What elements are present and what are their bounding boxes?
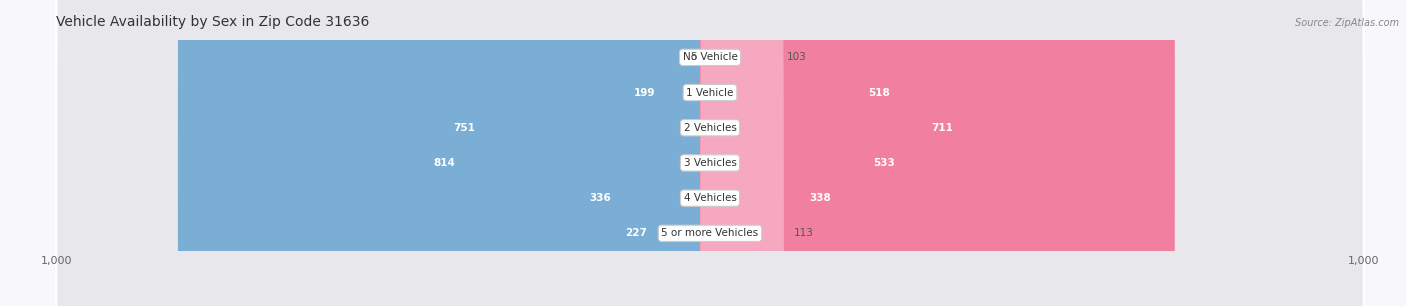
FancyBboxPatch shape <box>56 0 1364 306</box>
Text: Source: ZipAtlas.com: Source: ZipAtlas.com <box>1295 18 1399 28</box>
FancyBboxPatch shape <box>700 0 1049 306</box>
FancyBboxPatch shape <box>561 0 720 306</box>
Text: 1 Vehicle: 1 Vehicle <box>686 88 734 98</box>
Text: 2 Vehicles: 2 Vehicles <box>683 123 737 133</box>
Text: 336: 336 <box>589 193 612 203</box>
FancyBboxPatch shape <box>56 0 1364 306</box>
Text: 5 or more Vehicles: 5 or more Vehicles <box>661 228 759 238</box>
FancyBboxPatch shape <box>700 0 778 306</box>
Text: 199: 199 <box>634 88 655 98</box>
Text: Vehicle Availability by Sex in Zip Code 31636: Vehicle Availability by Sex in Zip Code … <box>56 15 370 29</box>
FancyBboxPatch shape <box>579 0 720 306</box>
FancyBboxPatch shape <box>700 0 931 306</box>
Text: 814: 814 <box>433 158 456 168</box>
Text: 113: 113 <box>794 228 814 238</box>
FancyBboxPatch shape <box>491 0 720 306</box>
Text: 338: 338 <box>810 193 831 203</box>
Text: 518: 518 <box>869 88 890 98</box>
Text: No Vehicle: No Vehicle <box>682 52 738 62</box>
Text: 751: 751 <box>454 123 475 133</box>
FancyBboxPatch shape <box>56 0 1364 306</box>
FancyBboxPatch shape <box>700 0 785 306</box>
FancyBboxPatch shape <box>219 0 720 306</box>
Text: 4 Vehicles: 4 Vehicles <box>683 193 737 203</box>
Text: 3 Vehicles: 3 Vehicles <box>683 158 737 168</box>
FancyBboxPatch shape <box>56 0 1364 306</box>
FancyBboxPatch shape <box>707 0 711 121</box>
FancyBboxPatch shape <box>700 0 1059 306</box>
Text: 533: 533 <box>873 158 896 168</box>
Text: 227: 227 <box>624 228 647 238</box>
FancyBboxPatch shape <box>700 0 1175 306</box>
Text: 711: 711 <box>932 123 953 133</box>
Text: 5: 5 <box>690 52 697 62</box>
FancyBboxPatch shape <box>56 0 1364 306</box>
Text: 103: 103 <box>787 52 807 62</box>
FancyBboxPatch shape <box>56 0 1364 306</box>
FancyBboxPatch shape <box>177 0 720 306</box>
